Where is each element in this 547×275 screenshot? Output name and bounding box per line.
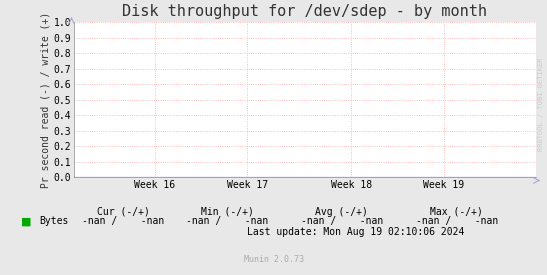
Text: ■: ■ bbox=[21, 216, 31, 226]
Text: -nan /    -nan: -nan / -nan bbox=[416, 216, 498, 226]
Title: Disk throughput for /dev/sdep - by month: Disk throughput for /dev/sdep - by month bbox=[123, 4, 487, 20]
Text: Munin 2.0.73: Munin 2.0.73 bbox=[243, 255, 304, 264]
Text: Bytes: Bytes bbox=[39, 216, 69, 226]
Text: -nan /    -nan: -nan / -nan bbox=[186, 216, 268, 226]
Text: Cur (-/+): Cur (-/+) bbox=[97, 207, 149, 217]
Text: RRDTOOL / TOBI OETIKER: RRDTOOL / TOBI OETIKER bbox=[538, 58, 544, 151]
Y-axis label: Pr second read (-) / write (+): Pr second read (-) / write (+) bbox=[40, 12, 51, 188]
Text: -nan /    -nan: -nan / -nan bbox=[301, 216, 383, 226]
Text: -nan /    -nan: -nan / -nan bbox=[82, 216, 164, 226]
Text: Avg (-/+): Avg (-/+) bbox=[316, 207, 368, 217]
Text: Last update: Mon Aug 19 02:10:06 2024: Last update: Mon Aug 19 02:10:06 2024 bbox=[247, 227, 464, 237]
Text: Min (-/+): Min (-/+) bbox=[201, 207, 253, 217]
Text: Max (-/+): Max (-/+) bbox=[430, 207, 483, 217]
